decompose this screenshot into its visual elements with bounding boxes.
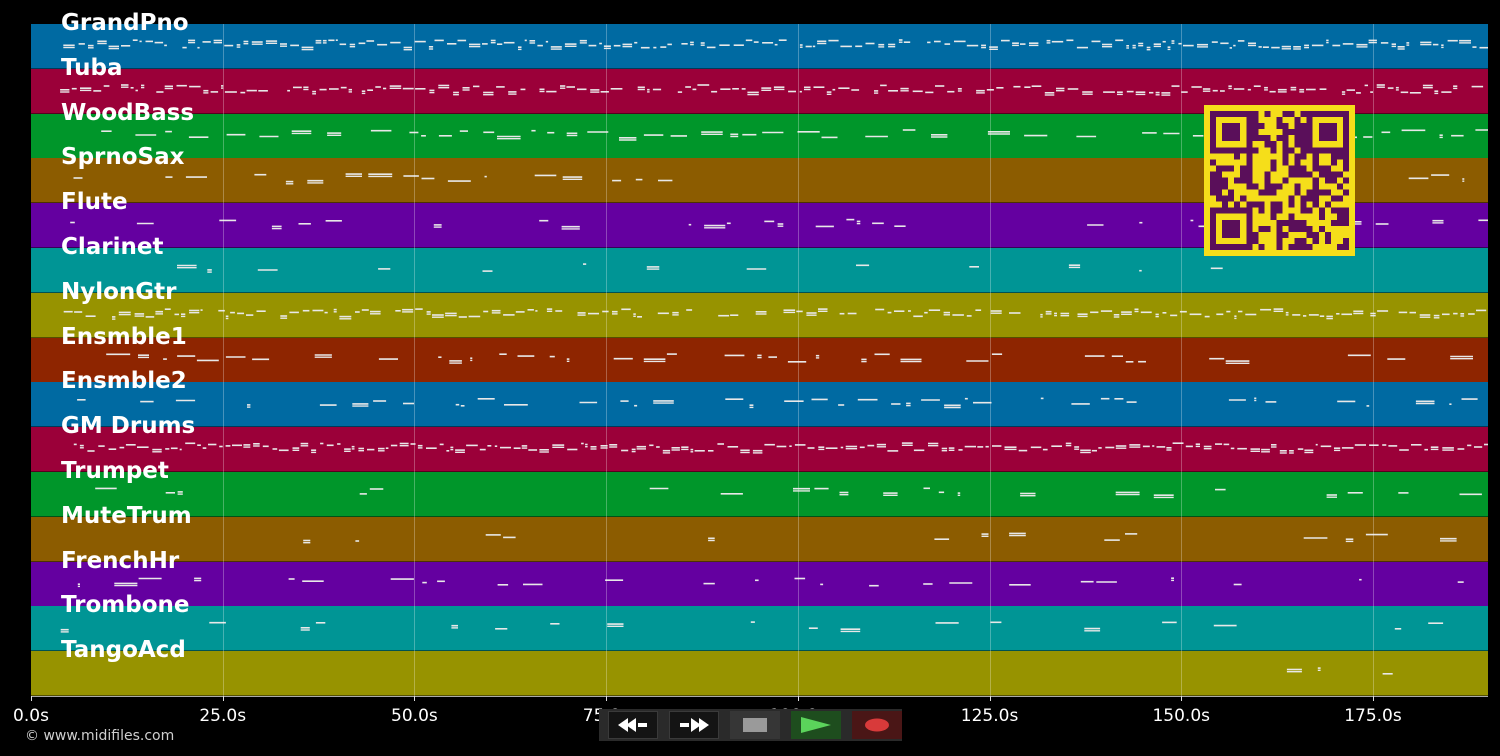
track-name-label: NylonGtr — [61, 278, 177, 305]
x-tick — [31, 696, 32, 701]
x-tick — [1372, 696, 1374, 701]
x-tick-label: 50.0s — [391, 706, 438, 726]
note-texture — [77, 397, 1478, 409]
track-name-label: Trumpet — [61, 458, 169, 484]
note-texture — [77, 576, 1464, 587]
rewind-button[interactable] — [608, 711, 658, 739]
note-texture — [1286, 667, 1393, 675]
stop-button[interactable] — [730, 711, 780, 739]
record-icon — [865, 718, 889, 732]
x-tick — [606, 696, 608, 701]
rewind-icon — [618, 718, 647, 732]
note-texture — [106, 352, 1473, 364]
note-texture — [95, 487, 1482, 499]
track-name-label: MuteTrum — [61, 502, 192, 529]
track-name-label: GM Drums — [61, 413, 196, 440]
x-axis-line — [31, 696, 1488, 697]
x-tick-label: 25.0s — [199, 706, 247, 726]
track-lane — [31, 292, 1488, 338]
track-lane — [31, 427, 1488, 473]
note-texture — [63, 308, 1487, 320]
x-tick-label: 125.0s — [960, 706, 1019, 726]
note-texture — [63, 39, 1488, 51]
track-lane — [31, 561, 1488, 607]
x-tick — [989, 696, 991, 701]
x-tick-label: 0.0s — [13, 706, 49, 726]
x-tick-label: 150.0s — [1152, 706, 1211, 726]
track-name-label: Ensmble1 — [61, 323, 187, 350]
note-texture — [60, 621, 1444, 633]
track-lane — [31, 337, 1488, 383]
transport-controls — [599, 709, 902, 741]
note-texture — [303, 532, 1457, 544]
track-lane — [31, 606, 1488, 652]
note-texture — [60, 83, 1484, 96]
track-name-label: Clarinet — [61, 234, 164, 260]
track-lane — [31, 24, 1488, 69]
note-texture — [73, 442, 1488, 454]
track-name-label: Trombone — [61, 592, 190, 619]
track-name-label: Tuba — [61, 54, 123, 81]
track-name-label: Flute — [61, 189, 128, 216]
tracks-area — [31, 24, 1488, 696]
track-lane — [31, 382, 1488, 428]
track-name-label: FrenchHr — [61, 547, 180, 574]
copyright-text: © www.midifiles.com — [25, 728, 175, 744]
play-button[interactable] — [791, 711, 841, 739]
track-name-label: GrandPno — [61, 10, 189, 36]
track-lane — [31, 472, 1488, 517]
note-texture — [177, 263, 1223, 273]
fast-forward-button[interactable] — [669, 711, 719, 739]
record-button[interactable] — [852, 711, 902, 739]
x-tick — [222, 696, 224, 701]
fast-forward-icon — [680, 718, 709, 732]
qr-code — [1204, 105, 1355, 256]
stop-icon — [743, 718, 767, 732]
x-tick — [414, 696, 416, 701]
x-tick — [1181, 696, 1183, 701]
track-name-label: TangoAcd — [61, 637, 186, 664]
note-texture — [101, 128, 1488, 141]
track-lane — [31, 651, 1488, 696]
x-tick — [797, 696, 799, 701]
x-tick-label: 175.0s — [1344, 706, 1402, 726]
track-name-label: SprnoSax — [61, 144, 185, 171]
play-icon — [801, 717, 831, 733]
track-name-label: WoodBass — [61, 99, 195, 126]
track-lane — [31, 516, 1488, 562]
track-name-label: Ensmble2 — [61, 368, 187, 395]
